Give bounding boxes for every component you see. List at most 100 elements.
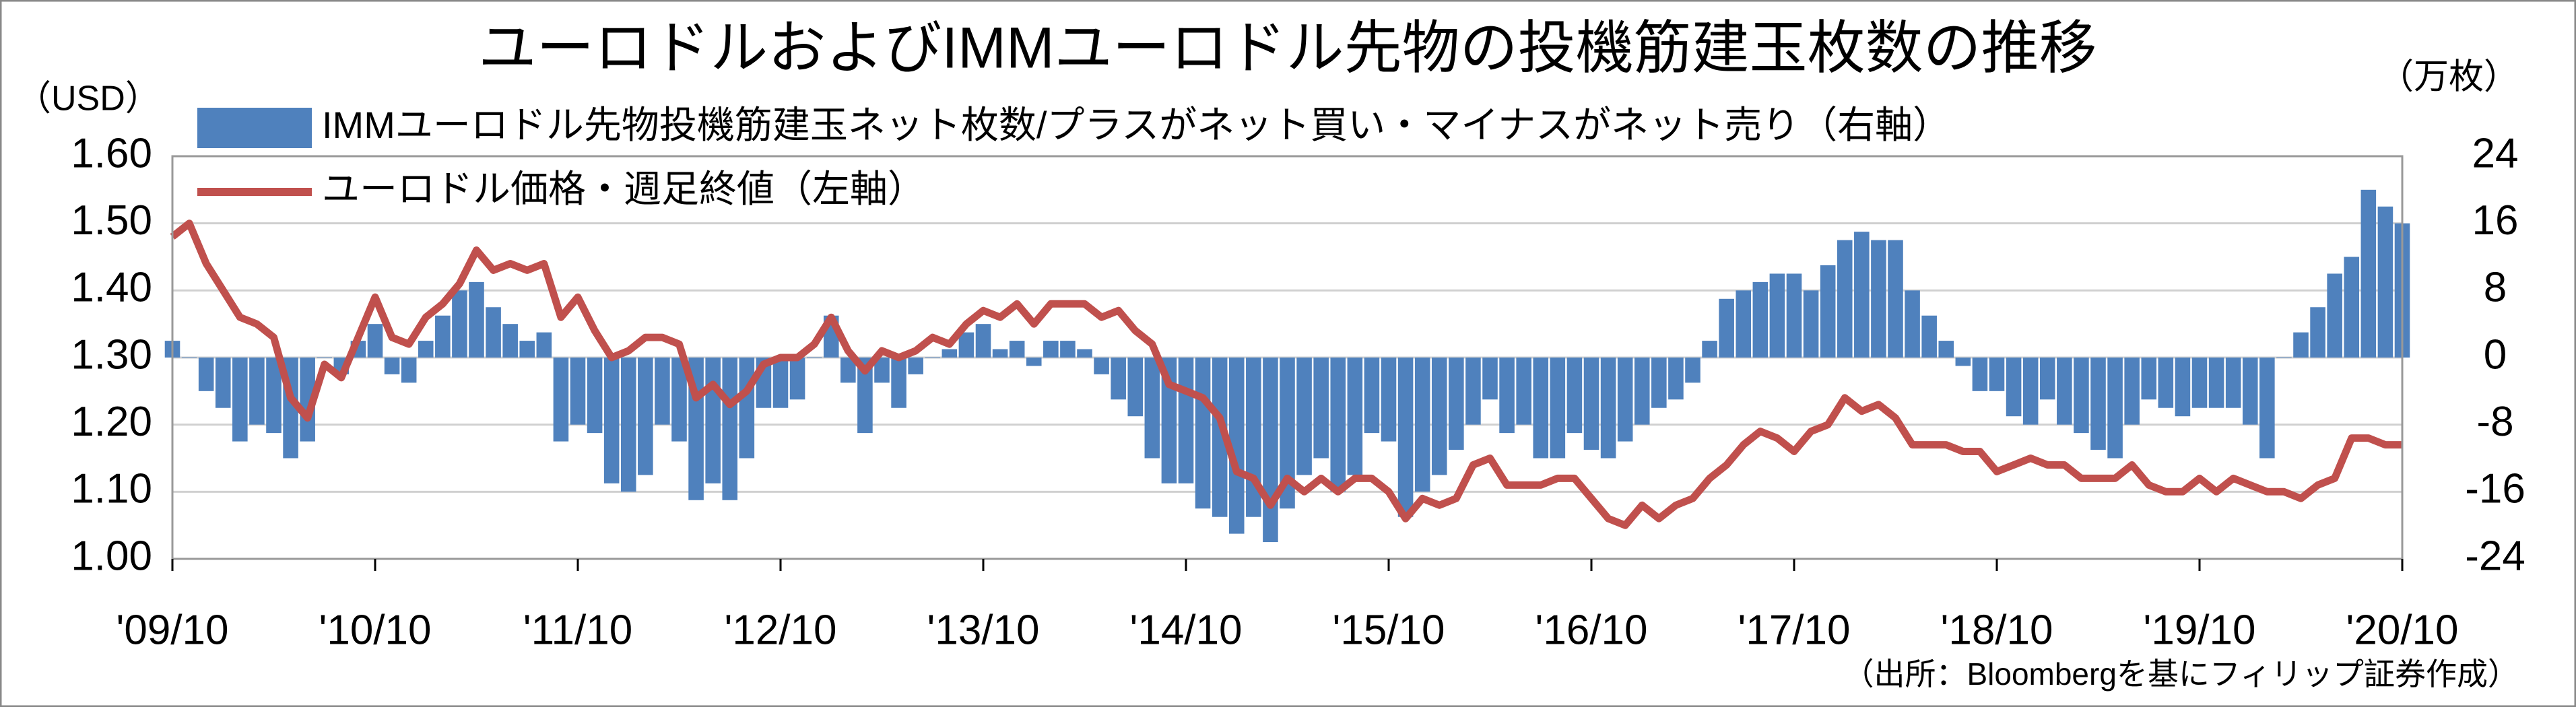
bar [1449,358,1464,450]
bar [1600,358,1616,459]
bar [1397,358,1414,517]
bar [1550,358,1566,459]
bar [519,341,535,358]
bar [1195,358,1211,509]
y2-tick-label: -16 [2465,466,2525,512]
bar [2022,358,2039,425]
bar [1127,358,1144,417]
y-tick-label: 1.10 [71,466,152,512]
bar [587,358,603,434]
bar [942,349,958,358]
bar [1094,358,1109,374]
y2-tick-label: 0 [2484,331,2507,378]
y-tick-label: 1.00 [71,533,152,579]
bar [1313,358,1329,459]
bar [1989,358,2005,391]
x-tick-label: '11/10 [523,607,632,653]
bar [536,332,552,358]
x-tick-label: '10/10 [319,607,432,653]
y-tick-label: 1.50 [71,197,152,244]
line [170,220,2402,529]
bar [1786,273,1802,358]
bar [1026,358,1042,366]
bar [367,324,383,358]
bar [2225,358,2241,408]
bar [401,358,417,383]
bar [1280,358,1295,509]
bar [215,358,231,408]
bar [249,358,265,425]
bar [1972,358,1988,391]
bar [452,290,467,358]
bar [1414,358,1430,492]
bar [840,358,856,383]
bar [1009,341,1025,358]
bar [2074,358,2089,434]
bar [198,358,214,391]
bar [384,358,400,374]
bar [638,358,653,475]
bar [1482,358,1498,400]
y-tick-label: 1.40 [71,265,152,311]
bar [772,358,789,408]
plot-frame [171,155,2404,560]
bar [1263,358,1278,543]
bar [1431,358,1447,475]
bar [1364,358,1380,434]
x-tick-label: '13/10 [927,607,1040,653]
bar [418,341,434,358]
bar [958,332,975,358]
bar [2090,358,2106,450]
bar [1583,358,1599,450]
x-tick-label: '17/10 [1738,607,1851,653]
bar [1803,290,1819,358]
bar [2208,358,2224,408]
bar [1837,240,1853,358]
y-tick-label: 1.60 [71,130,152,176]
bar [1060,341,1076,358]
bar [1043,341,1059,358]
y2-tick-label: -8 [2476,399,2513,445]
bar [1905,290,1920,358]
bar [1347,358,1363,475]
bar [2242,358,2258,425]
bar [2006,358,2022,417]
source-note: （出所：Bloombergを基にフィリップ証券作成） [1843,656,2519,692]
bar [1752,281,1769,358]
bar [502,324,518,358]
bar [2360,189,2377,358]
bar [232,358,248,442]
bar [789,358,805,400]
x-tick-label: '16/10 [1535,607,1648,653]
bar [1111,358,1126,400]
bar [1820,265,1836,358]
bar [2293,332,2309,358]
legend-swatch [197,108,312,148]
bar [908,358,923,374]
bar [1736,290,1752,358]
x-tick-label: '20/10 [2346,607,2459,653]
y-tick-label: 1.30 [71,331,152,378]
x-tick-label: '15/10 [1333,607,1445,653]
bar [486,307,501,358]
bar [1296,358,1312,475]
bar [2327,273,2342,358]
bar [1516,358,1531,425]
bar [2107,358,2123,459]
bar [1465,358,1481,425]
legend-label: IMMユーロドル先物投機筋建玉ネット枚数/プラスがネット買い・マイナスがネット売… [322,104,1950,146]
y2-tick-label: 8 [2484,265,2507,311]
bar [1499,358,1515,434]
y2-tick-label: -24 [2465,533,2525,579]
x-tick-label: '12/10 [725,607,837,653]
bar [2175,358,2191,417]
bar [603,358,620,483]
y2-axis-unit: （万枚） [2379,58,2519,97]
bar [2259,358,2275,459]
bar [874,358,890,383]
bar [1228,358,1245,534]
bar [2310,307,2325,358]
bar [2158,358,2174,408]
y-tick-label: 1.20 [71,399,152,445]
